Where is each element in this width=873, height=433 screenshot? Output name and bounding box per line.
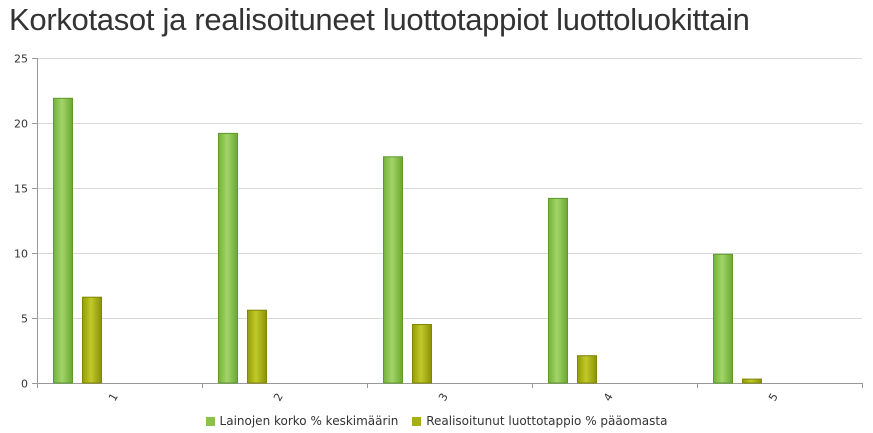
bar-interest-2	[218, 132, 238, 384]
legend: Lainojen korko % keskimäärin Realisoitun…	[0, 414, 873, 429]
bar-credit-loss-3	[412, 324, 432, 384]
bar-credit-loss-2	[247, 309, 267, 384]
legend-label-interest: Lainojen korko % keskimäärin	[219, 414, 399, 428]
legend-swatch-interest	[205, 416, 215, 426]
bar-credit-loss-5	[742, 378, 762, 384]
legend-item-interest[interactable]: Lainojen korko % keskimäärin	[205, 414, 399, 428]
bar-credit-loss-1	[82, 296, 102, 384]
bar-interest-4	[548, 197, 568, 384]
legend-item-credit-loss[interactable]: Realisoitunut luottotappio % pääomasta	[412, 414, 667, 428]
y-tick-label: 20	[14, 118, 28, 131]
bar-interest-3	[383, 156, 403, 384]
x-tick-label: 3	[436, 391, 451, 404]
bar-interest-1	[53, 97, 73, 384]
legend-swatch-credit-loss	[412, 416, 422, 426]
y-tick-label: 5	[21, 313, 28, 326]
y-tick-label: 25	[14, 53, 28, 66]
x-tick-label: 4	[601, 391, 616, 404]
axes	[32, 58, 863, 388]
y-tick-label: 10	[14, 248, 28, 261]
gridlines	[37, 58, 862, 319]
bar-interest-5	[713, 253, 733, 384]
x-tick-label: 5	[766, 391, 781, 404]
bar-credit-loss-4	[577, 355, 597, 384]
x-tick-label: 2	[271, 391, 286, 404]
chart-title: Korkotasot ja realisoituneet luottotappi…	[9, 2, 750, 37]
bars	[53, 97, 762, 384]
y-tick-label: 15	[14, 183, 28, 196]
x-tick-label: 1	[106, 391, 121, 404]
y-tick-label: 0	[21, 378, 28, 391]
legend-label-credit-loss: Realisoitunut luottotappio % pääomasta	[426, 414, 668, 428]
